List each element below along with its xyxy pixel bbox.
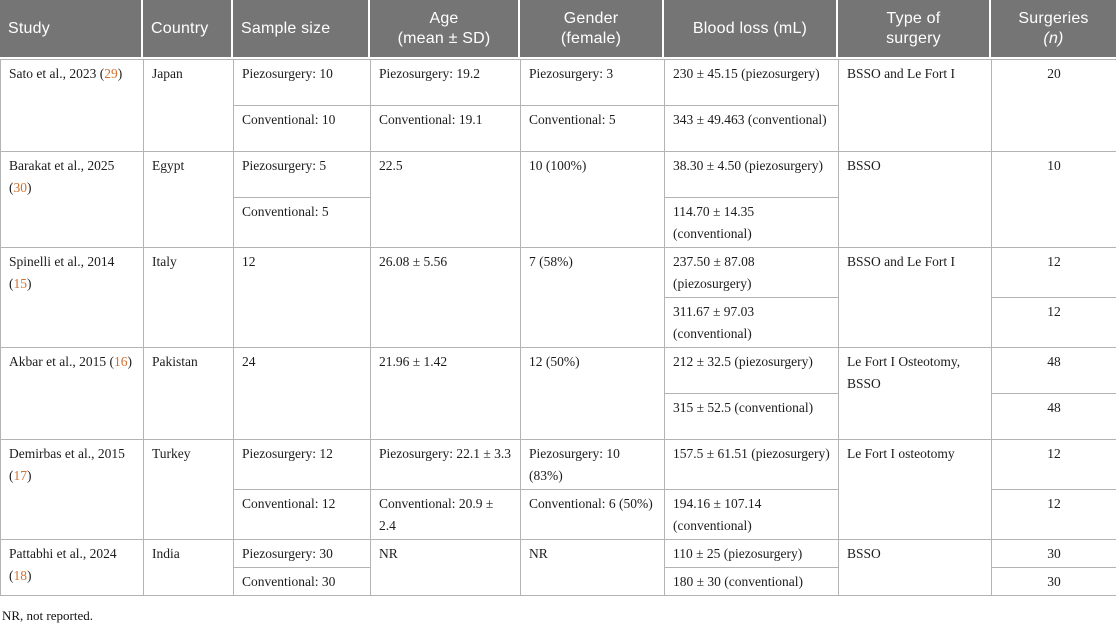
cell-surgeries-piezo: 12 [992,248,1116,298]
cell-age: 26.08 ± 5.56 [371,248,521,348]
cell-sample-conv: Conventional: 10 [234,106,371,152]
cell-sample: 24 [234,348,371,440]
cell-country: Italy [144,248,234,348]
cell-sample-conv: Conventional: 30 [234,568,371,596]
cell-sample-piezo: Piezosurgery: 12 [234,440,371,490]
table-row: Pattabhi et al., 2024 18 India Piezosurg… [1,540,1116,568]
cell-blood-piezo: 212 ± 32.5 (piezosurgery) [665,348,839,394]
cell-sample-piezo: Piezosurgery: 5 [234,152,371,198]
cell-study: Pattabhi et al., 2024 18 [1,540,144,596]
table-row: Sato et al., 2023 29 Japan Piezosurgery:… [1,60,1116,106]
cell-surgeries-conv: 12 [992,490,1116,540]
cell-surgeries-piezo: 30 [992,540,1116,568]
cell-blood-conv: 180 ± 30 (conventional) [665,568,839,596]
cell-blood-conv: 114.70 ± 14.35 (conventional) [665,198,839,248]
header-sample-size: Sample size [233,0,368,57]
cell-blood-piezo: 237.50 ± 87.08 (piezosurgery) [665,248,839,298]
cell-gender-piezo: Piezosurgery: 3 [521,60,665,106]
cell-type-of-surgery: BSSO [839,152,992,248]
cell-surgeries-piezo: 12 [992,440,1116,490]
cell-sample-conv: Conventional: 5 [234,198,371,248]
cell-gender: 10 (100%) [521,152,665,248]
cell-blood-conv: 343 ± 49.463 (conventional) [665,106,839,152]
cell-blood-conv: 315 ± 52.5 (conventional) [665,394,839,440]
cell-country: India [144,540,234,596]
cell-gender: 12 (50%) [521,348,665,440]
citation-link[interactable]: 16 [109,354,132,369]
cell-age-conv: Conventional: 19.1 [371,106,521,152]
header-country: Country [143,0,231,57]
table-body: Sato et al., 2023 29 Japan Piezosurgery:… [0,59,1116,596]
cell-type-of-surgery: Le Fort I osteotomy [839,440,992,540]
citation-link[interactable]: 29 [100,66,123,81]
cell-sample-conv: Conventional: 12 [234,490,371,540]
cell-country: Turkey [144,440,234,540]
cell-age: 21.96 ± 1.42 [371,348,521,440]
citation-link[interactable]: 30 [9,180,32,195]
cell-surgeries: 10 [992,152,1116,248]
table-row: Demirbas et al., 2015 17 Turkey Piezosur… [1,440,1116,490]
cell-gender: 7 (58%) [521,248,665,348]
cell-country: Pakistan [144,348,234,440]
cell-blood-piezo: 157.5 ± 61.51 (piezosurgery) [665,440,839,490]
header-surgeries: Surgeries(n) [991,0,1116,57]
table-footnote: NR, not reported. [0,608,1116,624]
citation-link[interactable]: 18 [9,568,32,583]
table-row: Akbar et al., 2015 16 Pakistan 24 21.96 … [1,348,1116,394]
citation-link[interactable]: 15 [9,276,32,291]
cell-study: Spinelli et al., 2014 15 [1,248,144,348]
cell-blood-piezo: 230 ± 45.15 (piezosurgery) [665,60,839,106]
cell-gender-piezo: Piezosurgery: 10 (83%) [521,440,665,490]
cell-type-of-surgery: BSSO [839,540,992,596]
cell-surgeries-conv: 48 [992,394,1116,440]
cell-study: Barakat et al., 2025 30 [1,152,144,248]
cell-blood-piezo: 38.30 ± 4.50 (piezosurgery) [665,152,839,198]
table-row: Spinelli et al., 2014 15 Italy 12 26.08 … [1,248,1116,298]
cell-blood-conv: 311.67 ± 97.03 (conventional) [665,298,839,348]
cell-type-of-surgery: Le Fort I Osteotomy, BSSO [839,348,992,440]
cell-surgeries-conv: 12 [992,298,1116,348]
cell-age: NR [371,540,521,596]
table-row: Barakat et al., 2025 30 Egypt Piezosurge… [1,152,1116,198]
header-gender: Gender(female) [520,0,662,57]
cell-study: Demirbas et al., 2015 17 [1,440,144,540]
cell-sample-piezo: Piezosurgery: 30 [234,540,371,568]
header-age: Age(mean ± SD) [370,0,518,57]
cell-sample: 12 [234,248,371,348]
cell-study: Sato et al., 2023 29 [1,60,144,152]
cell-gender-conv: Conventional: 5 [521,106,665,152]
cell-surgeries-conv: 30 [992,568,1116,596]
cell-age-conv: Conventional: 20.9 ± 2.4 [371,490,521,540]
cell-age-piezo: Piezosurgery: 19.2 [371,60,521,106]
citation-link[interactable]: 17 [9,468,32,483]
cell-type-of-surgery: BSSO and Le Fort I [839,248,992,348]
cell-country: Egypt [144,152,234,248]
cell-country: Japan [144,60,234,152]
table-header-row: Study Country Sample size Age(mean ± SD)… [0,0,1116,57]
cell-blood-conv: 194.16 ± 107.14 (conventional) [665,490,839,540]
header-blood-loss: Blood loss (mL) [664,0,836,57]
cell-study: Akbar et al., 2015 16 [1,348,144,440]
cell-sample-piezo: Piezosurgery: 10 [234,60,371,106]
cell-age-piezo: Piezosurgery: 22.1 ± 3.3 [371,440,521,490]
cell-age: 22.5 [371,152,521,248]
cell-type-of-surgery: BSSO and Le Fort I [839,60,992,152]
cell-gender: NR [521,540,665,596]
cell-surgeries: 20 [992,60,1116,152]
cell-gender-conv: Conventional: 6 (50%) [521,490,665,540]
cell-blood-piezo: 110 ± 25 (piezosurgery) [665,540,839,568]
cell-surgeries-piezo: 48 [992,348,1116,394]
header-study: Study [0,0,141,57]
